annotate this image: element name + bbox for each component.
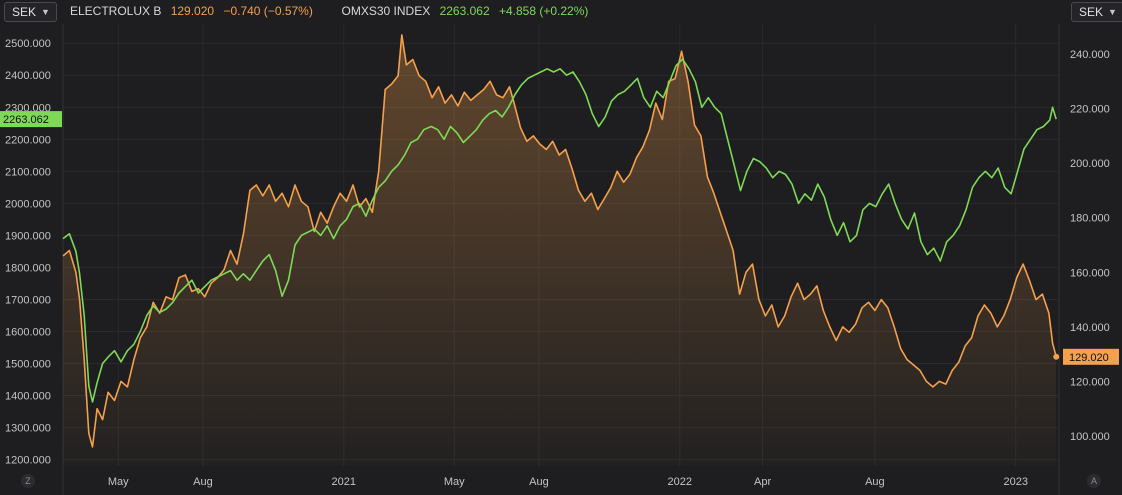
chevron-down-icon: ▼ xyxy=(1108,7,1117,17)
chevron-down-icon: ▼ xyxy=(41,7,50,17)
last-point-marker xyxy=(1053,353,1060,360)
left-axis-tick-label: 1800.000 xyxy=(5,262,51,274)
series-line-electrolux xyxy=(62,34,1057,448)
left-axis-tick-label: 2400.000 xyxy=(5,70,51,82)
last-value-badge-omxs30 xyxy=(0,111,62,128)
left-axis-tick-label: 1300.000 xyxy=(5,423,51,435)
left-axis-tick-label: 1400.000 xyxy=(5,391,51,403)
legend-series1-name: ELECTROLUX B xyxy=(70,4,162,18)
left-axis-tick-label: 2100.000 xyxy=(5,166,51,178)
x-axis-tick-label: Aug xyxy=(193,476,213,488)
last-value-badge-electrolux xyxy=(1063,348,1119,365)
legend-series1-value: 129.020 xyxy=(170,4,215,18)
auto-scale-button[interactable]: A xyxy=(1087,474,1101,488)
currency-select-left[interactable]: SEK ▼ xyxy=(4,2,57,22)
left-axis-tick-label: 2000.000 xyxy=(5,198,51,210)
last-value-label-electrolux: 129.020 xyxy=(1069,352,1109,364)
right-axis-tick-label: 180.000 xyxy=(1070,213,1110,225)
currency-label-left: SEK xyxy=(12,5,37,19)
currency-label-right: SEK xyxy=(1079,5,1104,19)
x-axis-tick-label: 2021 xyxy=(332,476,356,488)
right-axis-tick-label: 220.000 xyxy=(1070,104,1110,116)
series-area-electrolux xyxy=(63,34,1057,467)
right-axis-tick-label: 200.000 xyxy=(1070,158,1110,170)
legend-series2-value: 2263.062 xyxy=(439,4,490,18)
x-axis-tick-label: Aug xyxy=(865,476,885,488)
right-axis-tick-label: 140.000 xyxy=(1070,322,1110,334)
left-axis-tick-label: 1700.000 xyxy=(5,294,51,306)
zoom-button[interactable]: Z xyxy=(21,474,35,488)
x-axis-tick-label: May xyxy=(444,476,465,488)
legend: ELECTROLUX B 129.020 −0.740 (−0.57%) OMX… xyxy=(70,4,594,18)
left-axis-tick-label: 2500.000 xyxy=(5,38,51,50)
x-axis-tick-label: 2023 xyxy=(1003,476,1027,488)
top-bar: SEK ▼ ELECTROLUX B 129.020 −0.740 (−0.57… xyxy=(0,0,1122,24)
left-axis-tick-label: 1600.000 xyxy=(5,326,51,338)
legend-series1-change: −0.740 (−0.57%) xyxy=(223,4,313,18)
left-axis-tick-label: 1200.000 xyxy=(5,455,51,467)
right-axis-tick-label: 240.000 xyxy=(1070,49,1110,61)
currency-select-right[interactable]: SEK ▼ xyxy=(1071,2,1122,22)
x-axis-tick-label: Apr xyxy=(754,476,771,488)
x-axis-tick-label: 2022 xyxy=(668,476,692,488)
right-axis-tick-label: 100.000 xyxy=(1070,431,1110,443)
left-axis-tick-label: 1500.000 xyxy=(5,359,51,371)
series-line-omxs30 xyxy=(62,58,1057,403)
x-axis-tick-label: May xyxy=(108,476,129,488)
last-value-label-omxs30: 2263.062 xyxy=(3,114,49,126)
legend-series2-change: +4.858 (+0.22%) xyxy=(498,4,589,18)
x-axis-tick-label: Aug xyxy=(529,476,549,488)
right-axis-tick-label: 160.000 xyxy=(1070,267,1110,279)
left-axis-tick-label: 1900.000 xyxy=(5,230,51,242)
left-axis-tick-label: 2200.000 xyxy=(5,134,51,146)
right-axis-tick-label: 120.000 xyxy=(1070,376,1110,388)
legend-series2-name: OMXS30 INDEX xyxy=(341,4,431,18)
